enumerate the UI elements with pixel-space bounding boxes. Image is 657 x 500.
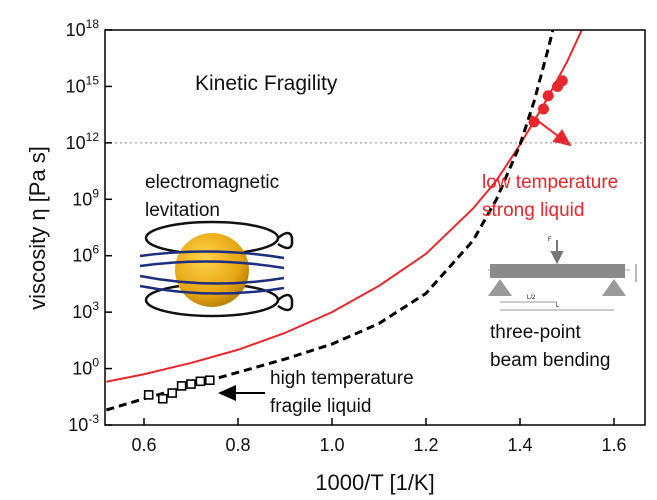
data-point bbox=[143, 390, 154, 400]
data-point bbox=[537, 103, 549, 115]
data-point bbox=[167, 388, 178, 398]
annotation: Kinetic Fragility bbox=[195, 72, 338, 95]
data-point bbox=[176, 381, 187, 391]
annotation: three-point bbox=[490, 322, 582, 343]
annotation: high temperature bbox=[270, 368, 414, 389]
y-tick-label: 100 bbox=[72, 356, 99, 379]
annotation: electromagnetic bbox=[145, 172, 279, 193]
y-tick-base: 10 bbox=[66, 76, 86, 96]
y-tick-base: 10 bbox=[68, 415, 88, 435]
x-tick-label: 1.6 bbox=[601, 435, 626, 455]
y-tick-label: 1012 bbox=[66, 130, 100, 153]
y-axis-label: viscosity η [Pa s] bbox=[25, 146, 50, 310]
y-tick-label: 103 bbox=[72, 299, 99, 322]
y-tick-base: 10 bbox=[72, 359, 92, 379]
plot-area bbox=[105, 30, 583, 412]
y-tick-exponent: 15 bbox=[86, 73, 100, 87]
y-tick-label: 109 bbox=[72, 186, 99, 209]
x-tick-label: 1.0 bbox=[319, 435, 344, 455]
y-tick-label: 1015 bbox=[66, 73, 100, 96]
y-tick-base: 10 bbox=[72, 246, 92, 266]
y-tick-exponent: -3 bbox=[88, 412, 99, 426]
data-point bbox=[195, 376, 206, 387]
plot-frame bbox=[104, 29, 646, 426]
y-tick-base: 10 bbox=[72, 189, 92, 209]
y-tick-exponent: 18 bbox=[86, 17, 100, 31]
y-tick-base: 10 bbox=[72, 302, 92, 322]
x-tick-label: 0.6 bbox=[131, 435, 156, 455]
y-tick-exponent: 6 bbox=[92, 243, 99, 257]
diagram-label: F bbox=[548, 237, 552, 243]
x-tick-label: 1.2 bbox=[413, 435, 438, 455]
y-tick-label: 106 bbox=[72, 243, 99, 266]
data-point bbox=[528, 116, 540, 128]
annotation: low temperature bbox=[482, 172, 618, 193]
data-point bbox=[542, 90, 554, 102]
y-tick-exponent: 3 bbox=[92, 299, 99, 313]
y-tick-exponent: 12 bbox=[86, 130, 100, 144]
annotation: beam bending bbox=[490, 350, 610, 371]
x-axis-label: 1000/T [1/K] bbox=[315, 470, 434, 495]
diagram-label: L/2 bbox=[527, 295, 536, 301]
y-tick-base: 10 bbox=[66, 20, 86, 40]
y-tick-exponent: 0 bbox=[92, 356, 99, 370]
levitation-illustration bbox=[139, 220, 294, 318]
annotation: levitation bbox=[145, 200, 220, 221]
data-point bbox=[205, 375, 215, 386]
x-tick-label: 1.4 bbox=[507, 435, 532, 455]
y-tick-label: 1018 bbox=[66, 17, 100, 40]
beam-illustration bbox=[488, 240, 637, 311]
y-tick-label: 10-3 bbox=[68, 412, 99, 435]
annotation: fragile liquid bbox=[270, 396, 371, 417]
annotation: strong liquid bbox=[482, 200, 584, 221]
data-point bbox=[158, 393, 168, 404]
y-tick-exponent: 9 bbox=[92, 186, 99, 200]
data-point bbox=[556, 75, 568, 87]
diagram-label: L bbox=[556, 303, 560, 309]
x-tick-label: 0.8 bbox=[225, 435, 250, 455]
y-tick-base: 10 bbox=[66, 133, 86, 153]
data-point bbox=[186, 379, 196, 389]
